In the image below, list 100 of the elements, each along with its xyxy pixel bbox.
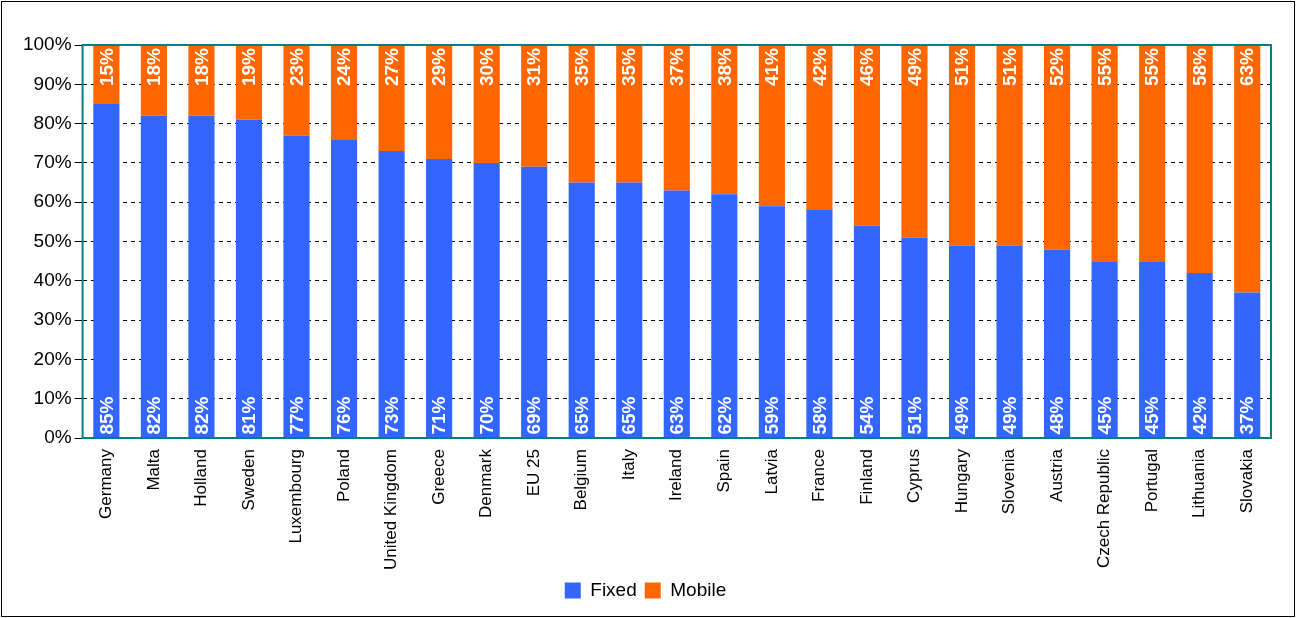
data-label: 62% [713,396,735,435]
y-tick-label: 30% [33,308,72,330]
bar [996,45,1023,246]
x-tick-label: EU 25 [523,449,543,497]
bar [853,45,881,226]
data-label: 37% [1236,396,1258,435]
data-label: 51% [951,47,973,87]
data-label: 38% [713,47,735,87]
legend-label: Fixed [590,578,637,600]
x-tick-label: Latvia [761,448,781,495]
bar [758,206,785,438]
bar [473,162,500,438]
bar [521,166,548,438]
data-label: 35% [618,47,640,87]
data-label: 48% [1046,396,1068,435]
data-label: 58% [1188,47,1210,87]
data-label: 49% [951,396,973,435]
bar [663,190,690,438]
bar [901,237,928,438]
data-label: 51% [998,47,1020,87]
bar [1186,45,1213,273]
x-tick-label: Finland [856,449,876,505]
data-label: 82% [190,396,212,435]
data-label: 51% [903,396,925,435]
data-label: 23% [285,47,307,87]
bar [806,210,833,438]
data-label: 63% [666,396,688,435]
data-label: 46% [856,47,878,87]
bar [663,45,690,191]
data-label: 49% [903,47,925,87]
data-label: 41% [761,47,783,87]
data-label: 24% [333,47,355,87]
x-tick-label: United Kingdom [381,449,401,571]
bar [996,245,1023,438]
data-label: 30% [475,47,497,87]
bar [1091,261,1118,438]
x-tick-label: Germany [96,448,116,519]
data-label: 49% [998,396,1020,435]
bar [901,45,928,238]
data-label: 55% [1141,47,1163,87]
data-label: 35% [570,47,592,87]
x-tick-label: Lithuania [1189,448,1209,519]
y-tick-label: 80% [33,111,72,133]
data-label: 76% [333,396,355,435]
bar [140,115,167,438]
data-label: 29% [428,47,450,87]
data-label: 31% [523,47,545,87]
x-tick-label: Italy [618,448,638,481]
bar [188,115,215,438]
x-tick-label: Poland [333,449,353,502]
y-tick-label: 70% [33,151,72,173]
x-tick-label: Sweden [238,449,258,511]
y-tick-label: 40% [33,269,72,291]
data-label: 73% [380,396,402,435]
data-label: 27% [380,47,402,87]
bar [283,135,310,438]
bar [568,45,595,183]
data-label: 65% [618,396,640,435]
data-label: 82% [143,396,165,435]
x-tick-label: Belgium [571,449,591,511]
y-tick-label: 0% [44,426,72,448]
data-label: 52% [1046,47,1068,87]
x-tick-label: France [809,449,829,502]
bar [568,182,595,438]
data-label: 45% [1093,396,1115,435]
bar [1044,249,1071,438]
data-label: 19% [238,47,260,87]
data-label: 15% [95,47,117,87]
bar [93,103,120,438]
data-label: 42% [808,47,830,87]
data-label: 55% [1093,47,1115,87]
data-label: 85% [95,396,117,435]
bar [758,45,785,207]
data-label: 71% [428,396,450,435]
data-label: 70% [475,396,497,435]
x-tick-label: Austria [1046,448,1066,502]
y-tick-label: 90% [33,72,72,94]
bar [806,45,833,211]
bar [235,119,263,438]
y-tick-label: 50% [33,229,72,251]
y-tick-label: 60% [33,190,72,212]
x-tick-label: Holland [191,449,211,507]
bar [1091,45,1118,262]
data-label: 59% [761,396,783,435]
data-label: 18% [143,47,165,87]
bar [948,45,976,246]
data-label: 58% [808,396,830,435]
bar [426,158,453,438]
bar [711,194,738,438]
bar [1044,45,1071,250]
bar [1234,292,1261,438]
legend-label: Mobile [670,578,727,600]
x-tick-label: Slovakia [1236,448,1256,514]
x-tick-label: Spain [714,449,734,493]
x-tick-label: Hungary [951,448,971,514]
data-label: 77% [285,396,307,435]
data-label: 37% [666,47,688,87]
bar [616,45,643,183]
x-tick-label: Luxembourg [286,449,306,544]
bar [853,225,881,438]
